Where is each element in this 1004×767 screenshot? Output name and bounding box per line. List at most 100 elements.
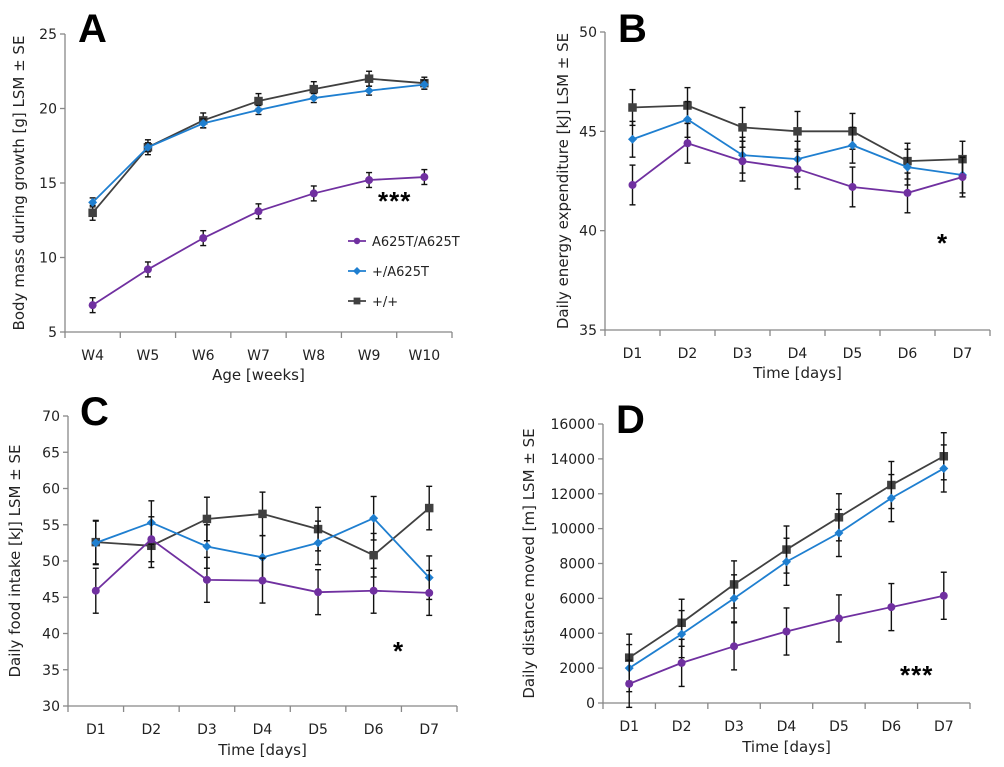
x-tick-label: D1: [86, 722, 106, 738]
marker-circle: [369, 586, 378, 595]
x-tick-label: D6: [898, 346, 918, 362]
y-tick-label: 4000: [559, 626, 595, 642]
series-a625t: [624, 444, 949, 693]
marker-square: [364, 74, 374, 83]
legend-label: A625T/A625T: [372, 235, 460, 250]
marker-diamond: [258, 552, 267, 562]
marker-circle: [199, 234, 208, 243]
marker-square: [793, 127, 802, 136]
x-tick-label: D2: [672, 719, 692, 735]
marker-circle: [91, 586, 100, 595]
marker-square: [424, 503, 434, 513]
marker-circle: [258, 576, 267, 585]
y-tick-label: 20: [39, 102, 57, 118]
marker-circle: [782, 627, 791, 636]
marker-square: [88, 208, 97, 218]
y-tick-label: 12000: [550, 487, 595, 503]
x-tick-label: W4: [81, 348, 104, 364]
marker-diamond: [628, 134, 637, 144]
y-tick-label: 35: [579, 323, 597, 339]
y-tick-label: 70: [42, 409, 60, 425]
marker-diamond: [309, 93, 319, 103]
marker-diamond: [834, 528, 844, 538]
x-tick-label: D2: [142, 722, 162, 738]
marker-circle: [365, 176, 374, 185]
marker-diamond: [886, 493, 896, 503]
y-tick-label: 2000: [559, 661, 595, 677]
marker-square: [202, 514, 212, 524]
marker-circle: [420, 173, 429, 182]
x-tick-label: D5: [829, 719, 849, 735]
x-axis-title: Time [days]: [752, 364, 842, 382]
x-axis-title: Time [days]: [217, 741, 307, 759]
marker-circle: [903, 188, 912, 197]
marker-diamond: [683, 114, 692, 124]
significance-label: ***: [900, 660, 933, 690]
marker-circle: [254, 207, 263, 216]
y-tick-label: 25: [39, 27, 57, 43]
legend-label: +/A625T: [372, 265, 429, 280]
marker-diamond: [313, 538, 323, 548]
marker-diamond: [939, 463, 949, 473]
marker-circle: [202, 575, 211, 584]
y-tick-label: 5: [48, 325, 57, 341]
y-tick-label: 50: [579, 25, 597, 41]
x-tick-label: D6: [364, 722, 384, 738]
y-tick-label: 65: [42, 445, 60, 461]
y-tick-label: 55: [42, 518, 60, 534]
marker-diamond: [143, 142, 153, 152]
x-axis-title: Time [days]: [741, 738, 831, 756]
marker-diamond: [91, 538, 101, 548]
y-tick-label: 40: [42, 627, 60, 643]
x-tick-label: W5: [137, 348, 160, 364]
x-tick-label: D7: [419, 722, 439, 738]
marker-diamond: [364, 86, 374, 96]
marker-square: [738, 123, 747, 132]
legend-entry: A625T/A625T: [348, 235, 460, 250]
y-tick-label: 50: [42, 554, 60, 570]
marker-circle: [848, 182, 857, 191]
marker-diamond: [782, 557, 791, 567]
legend: A625T/A625T +/A625T +/+: [348, 235, 460, 310]
series-a625t-a625t: [91, 516, 434, 617]
y-tick-label: 16000: [550, 417, 595, 433]
marker-diamond: [198, 118, 208, 128]
x-tick-label: D3: [733, 346, 753, 362]
marker-square: [254, 96, 263, 106]
x-tick-label: D4: [253, 722, 273, 738]
y-tick-label: 8000: [559, 557, 595, 573]
series-a625t: [88, 79, 429, 208]
y-tick-label: 30: [42, 699, 60, 715]
marker-diamond: [419, 80, 429, 90]
significance-label: *: [393, 636, 404, 666]
significance-label: ***: [378, 186, 411, 216]
y-tick-label: 45: [42, 590, 60, 606]
marker-diamond: [88, 197, 98, 207]
x-tick-label: W7: [247, 348, 270, 364]
y-tick-label: 10: [39, 251, 57, 267]
x-tick-label: D7: [953, 346, 973, 362]
marker-circle: [628, 180, 637, 189]
y-axis-title: Daily food intake [kJ] LSM ± SE: [6, 444, 24, 677]
y-tick-label: 10000: [550, 522, 595, 538]
y-tick-label: 14000: [550, 452, 595, 468]
marker-circle: [88, 301, 97, 310]
marker-circle: [677, 658, 686, 667]
x-tick-label: W6: [192, 348, 215, 364]
marker-square: [353, 297, 361, 305]
marker-circle: [683, 139, 692, 148]
series-a625t-a625t: [88, 168, 429, 314]
marker-circle: [425, 588, 434, 597]
marker-circle: [625, 679, 634, 688]
legend-entry: +/A625T: [348, 265, 429, 280]
panel-letter: C: [80, 390, 109, 434]
marker-circle: [730, 642, 739, 651]
marker-diamond: [254, 105, 263, 115]
significance-label: *: [937, 228, 948, 258]
panel-letter: D: [616, 398, 645, 442]
x-tick-label: W9: [358, 348, 381, 364]
marker-square: [628, 103, 637, 112]
y-axis-title: Body mass during growth [g] LSM ± SE: [10, 36, 28, 331]
marker-diamond: [353, 267, 361, 275]
x-tick-label: D1: [623, 346, 643, 362]
